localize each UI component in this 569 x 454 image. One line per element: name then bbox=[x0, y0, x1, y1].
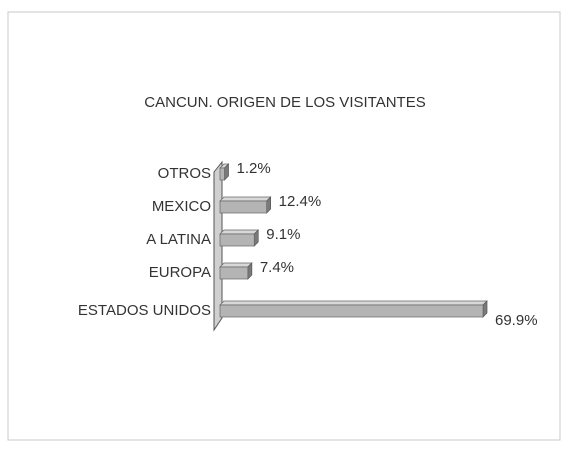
value-label: 9.1% bbox=[266, 226, 300, 243]
chart-frame bbox=[7, 11, 561, 441]
bar-top bbox=[219, 196, 272, 202]
category-label: A LATINA bbox=[146, 231, 211, 248]
bar bbox=[219, 266, 249, 280]
value-label: 1.2% bbox=[237, 160, 271, 177]
category-label: EUROPA bbox=[149, 264, 211, 281]
bar-top bbox=[219, 262, 253, 268]
bar bbox=[219, 233, 255, 247]
category-label: MEXICO bbox=[152, 198, 211, 215]
value-label: 69.9% bbox=[495, 312, 538, 329]
bar-top bbox=[219, 300, 488, 306]
bar-top bbox=[219, 229, 260, 235]
category-label: ESTADOS UNIDOS bbox=[78, 302, 211, 319]
value-label: 7.4% bbox=[260, 259, 294, 276]
bar bbox=[219, 304, 484, 318]
chart-title: CANCUN. ORIGEN DE LOS VISITANTES bbox=[144, 94, 425, 111]
bar bbox=[219, 200, 268, 214]
category-label: OTROS bbox=[158, 165, 211, 182]
value-label: 12.4% bbox=[279, 193, 322, 210]
bar bbox=[219, 167, 225, 181]
